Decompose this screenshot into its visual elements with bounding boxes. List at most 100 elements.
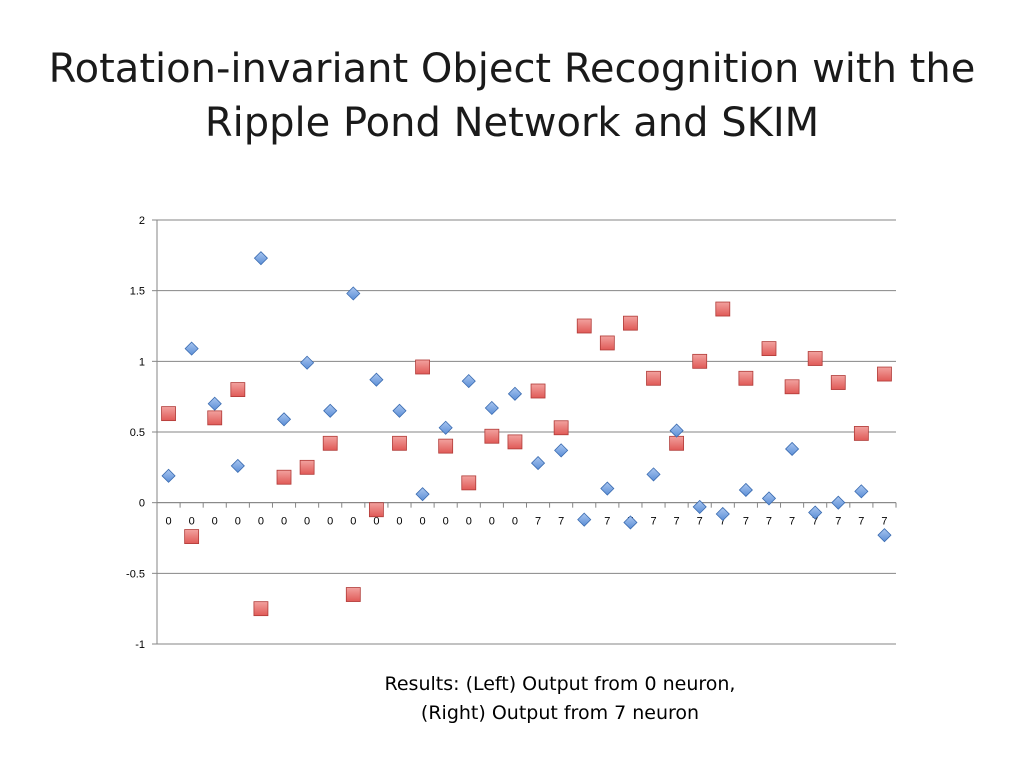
x-tick-label: 7: [720, 516, 726, 528]
square-point: [576, 318, 592, 334]
y-tick-label: 1.5: [130, 286, 145, 298]
x-tick-label: 0: [512, 516, 518, 528]
square-point: [161, 406, 176, 422]
x-tick-label: 7: [812, 516, 818, 528]
slide-title-line-1: Rotation-invariant Object Recognition wi…: [48, 46, 976, 92]
square-point: [738, 370, 754, 386]
diamond-point: [854, 484, 869, 499]
diamond-point: [276, 412, 292, 427]
square-point: [646, 370, 661, 386]
diamond-point: [530, 456, 546, 471]
y-tick-label: -1: [135, 639, 145, 651]
x-tick-label: 0: [235, 516, 241, 528]
axes: [152, 219, 897, 645]
x-tick-label: 0: [304, 516, 310, 528]
x-tick-label: 7: [789, 516, 795, 528]
y-tick-label: -0.5: [126, 568, 145, 580]
square-point: [853, 426, 869, 441]
square-point: [715, 301, 731, 317]
square-point: [507, 434, 523, 450]
diamond-point: [715, 506, 730, 522]
square-point: [438, 438, 454, 454]
chart-caption: Results: (Left) Output from 0 neuron, (R…: [300, 670, 820, 728]
x-tick-label: 0: [396, 516, 402, 528]
x-tick-label: 0: [350, 516, 356, 528]
square-point: [830, 375, 846, 390]
x-tick-label: 0: [189, 516, 195, 528]
x-tick-label: 7: [650, 516, 656, 528]
square-point: [392, 435, 407, 451]
x-tick-label: 0: [420, 516, 426, 528]
diamond-point: [785, 441, 800, 457]
caption-line-2: (Right) Output from 7 neuron: [420, 702, 700, 724]
square-point: [184, 529, 200, 544]
diamond-point: [484, 400, 499, 416]
diamond-point: [808, 505, 823, 520]
square-point: [761, 341, 777, 357]
diamond-point: [669, 423, 684, 438]
x-tick-label: 0: [258, 516, 264, 528]
diamond-point: [831, 495, 846, 510]
square-point: [276, 469, 292, 485]
slide-title: Rotation-invariant Object Recognition wi…: [40, 42, 984, 150]
square-point: [553, 420, 569, 436]
diamond-point: [323, 403, 338, 418]
square-point: [253, 601, 269, 617]
y-tick-label: 2: [139, 215, 145, 227]
diamond-point: [623, 515, 638, 530]
x-tick-label: 0: [443, 516, 449, 528]
square-point: [415, 359, 430, 375]
diamond-point: [738, 482, 753, 498]
diamond-point: [692, 499, 707, 514]
square-point: [207, 410, 223, 426]
diamond-point: [253, 251, 268, 266]
diamond-point: [184, 341, 199, 356]
diamond-point: [877, 528, 892, 543]
y-tick-labels: -1 -0.5 0 0.5 1 1.5 2: [126, 215, 145, 651]
gridlines: [157, 219, 896, 645]
diamond-point: [554, 443, 569, 458]
square-point: [461, 475, 477, 491]
diamond-point: [761, 491, 777, 506]
x-tick-label: 7: [835, 516, 841, 528]
square-point: [623, 315, 638, 331]
caption-line-1: Results: (Left) Output from 0 neuron,: [384, 673, 736, 695]
diamond-point: [392, 403, 407, 418]
square-point: [784, 379, 800, 395]
square-point: [530, 383, 546, 399]
diamond-point: [161, 468, 176, 483]
x-tick-label: 7: [858, 516, 864, 528]
x-tick-label: 0: [489, 516, 495, 528]
y-tick-label: 0: [139, 498, 145, 510]
diamond-point: [207, 396, 222, 411]
diamond-point: [438, 420, 453, 435]
y-tick-label: 0.5: [130, 427, 145, 439]
square-point: [322, 435, 338, 451]
square-point: [368, 502, 384, 518]
x-tick-label: 0: [466, 516, 472, 528]
diamond-point: [300, 355, 315, 370]
diamond-point: [346, 286, 361, 301]
square-point: [299, 459, 315, 475]
slide-title-line-2: Ripple Pond Network and SKIM: [204, 100, 820, 146]
x-tick-labels: 00000000000000007777777777777777: [165, 516, 887, 528]
diamond-point: [600, 481, 615, 496]
x-tick-label: 7: [766, 516, 772, 528]
series-left-diamonds: [161, 251, 892, 543]
square-point: [669, 435, 685, 451]
square-point: [692, 353, 708, 369]
x-tick-label: 0: [373, 516, 379, 528]
y-tick-label: 1: [139, 356, 145, 368]
x-tick-label: 7: [674, 516, 680, 528]
diamond-point: [507, 386, 523, 401]
diamond-point: [415, 487, 430, 502]
square-point: [484, 428, 500, 444]
diamond-point: [577, 512, 592, 527]
x-tick-label: 0: [165, 516, 171, 528]
square-point: [877, 366, 892, 382]
x-tick-label: 7: [697, 516, 703, 528]
x-tick-label: 7: [604, 516, 610, 528]
x-tick-label: 0: [212, 516, 218, 528]
square-point: [599, 335, 615, 351]
